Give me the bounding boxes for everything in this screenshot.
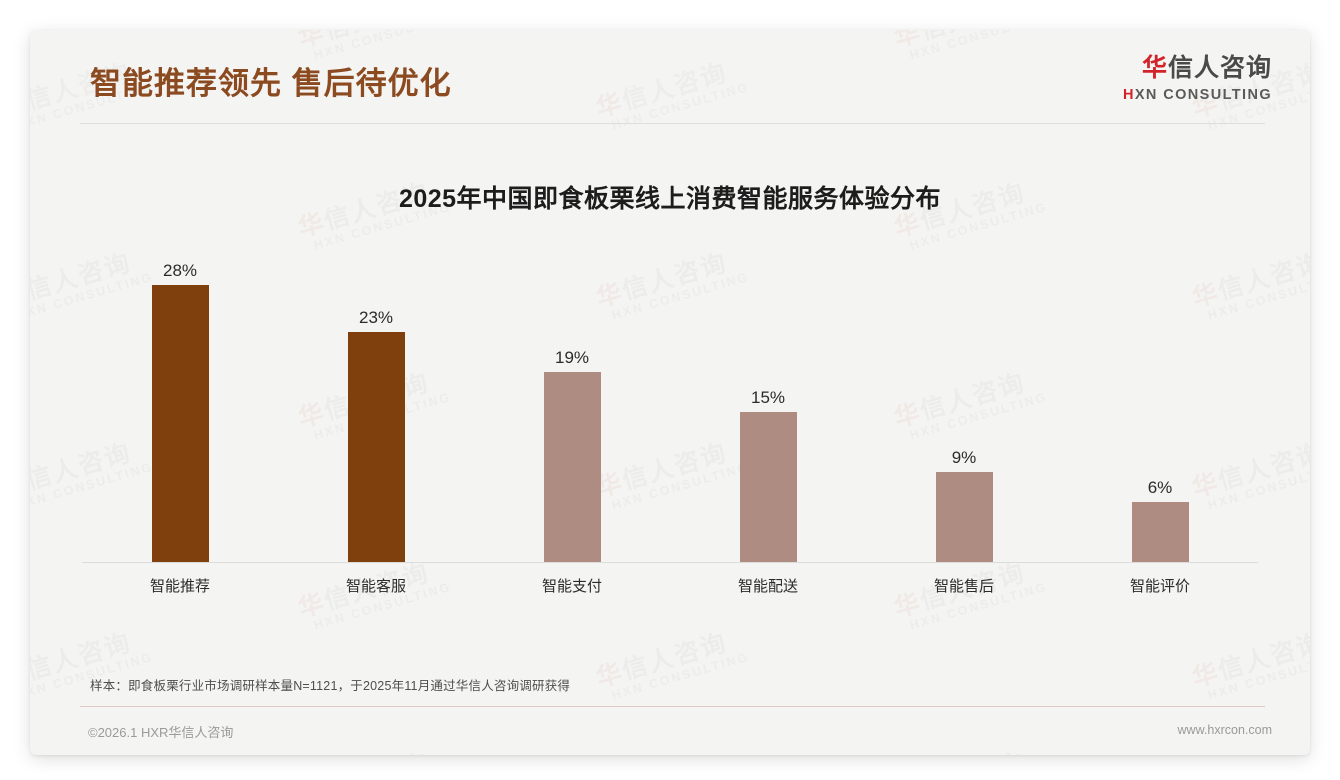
logo-chinese-rest: 信人咨询 [1167,54,1272,82]
bar-column: 6% [1062,262,1258,562]
slide-header: 智能推荐领先 售后待优化 华信人咨询 HXN CONSULTING [30,30,1310,123]
bar-value-label: 19% [554,348,590,367]
bar-value-label: 6% [1147,478,1173,497]
logo-english-rest: XN CONSULTING [1134,87,1272,103]
page-title: 智能推荐领先 售后待优化 [90,66,452,101]
x-axis-tick-labels: 智能推荐 智能客服 智能支付 智能配送 智能售后 智能评价 [82,575,1258,596]
x-axis-tick-label: 智能售后 [933,578,994,595]
header-divider [80,123,1265,124]
bar-column: 9% [866,262,1062,562]
chart-area: 2025年中国即食板栗线上消费智能服务体验分布 28% 23% 19% 15% 9% 6%… [30,123,1310,658]
bar[interactable] [151,285,209,562]
brand-logo: 华信人咨询 HXN CONSULTING [1123,56,1272,103]
logo-english: HXN CONSULTING [1123,88,1272,103]
bar[interactable] [347,332,405,562]
logo-chinese-accent: 华 [1141,54,1168,82]
bar[interactable] [543,372,601,562]
x-axis-tick-label: 智能客服 [345,578,406,595]
chart-title: 2025年中国即食板栗线上消费智能服务体验分布 [398,185,942,213]
bar[interactable] [739,412,797,562]
source-footnote: 样本：即食板栗行业市场调研样本量N=1121，于2025年11月通过华信人咨询调… [90,679,571,693]
x-axis-tick-label: 智能支付 [541,578,602,595]
bar-column: 19% [474,262,670,562]
x-axis-baseline [82,562,1258,563]
bar[interactable] [1131,502,1189,562]
footer-divider [80,706,1265,707]
watermark-chinese-accent: 华 [593,658,627,693]
bar-value-label: 15% [750,388,786,407]
bar-value-label: 28% [162,261,198,280]
bar-column: 23% [278,262,474,562]
watermark-chinese-accent: 华 [30,658,31,692]
bar-chart-plot: 28% 23% 19% 15% 9% 6% 智能推荐 智能客服 智能支付 智能配送 智能售后 智能评… [82,243,1258,603]
copyright-text: ©2026.1 HXR华信人咨询 [88,725,234,740]
x-axis-tick-label: 智能评价 [1129,578,1190,595]
bar-column: 28% [82,262,278,562]
slide-footer: ©2026.1 HXR华信人咨询 www.hxrcon.com [30,708,1310,755]
bar-series: 28% 23% 19% 15% 9% 6% [82,262,1258,562]
logo-english-accent: H [1122,87,1135,103]
logo-chinese: 华信人咨询 [1123,56,1272,81]
watermark-chinese-accent: 华 [1189,658,1223,693]
x-axis-tick-label: 智能推荐 [149,578,210,595]
bar-column: 15% [670,262,866,562]
website-url[interactable]: www.hxrcon.com [1177,723,1272,737]
x-axis-tick-label: 智能配送 [737,578,798,595]
bar[interactable] [935,472,993,562]
bar-value-label: 9% [951,448,977,467]
bar-value-label: 23% [358,308,394,327]
